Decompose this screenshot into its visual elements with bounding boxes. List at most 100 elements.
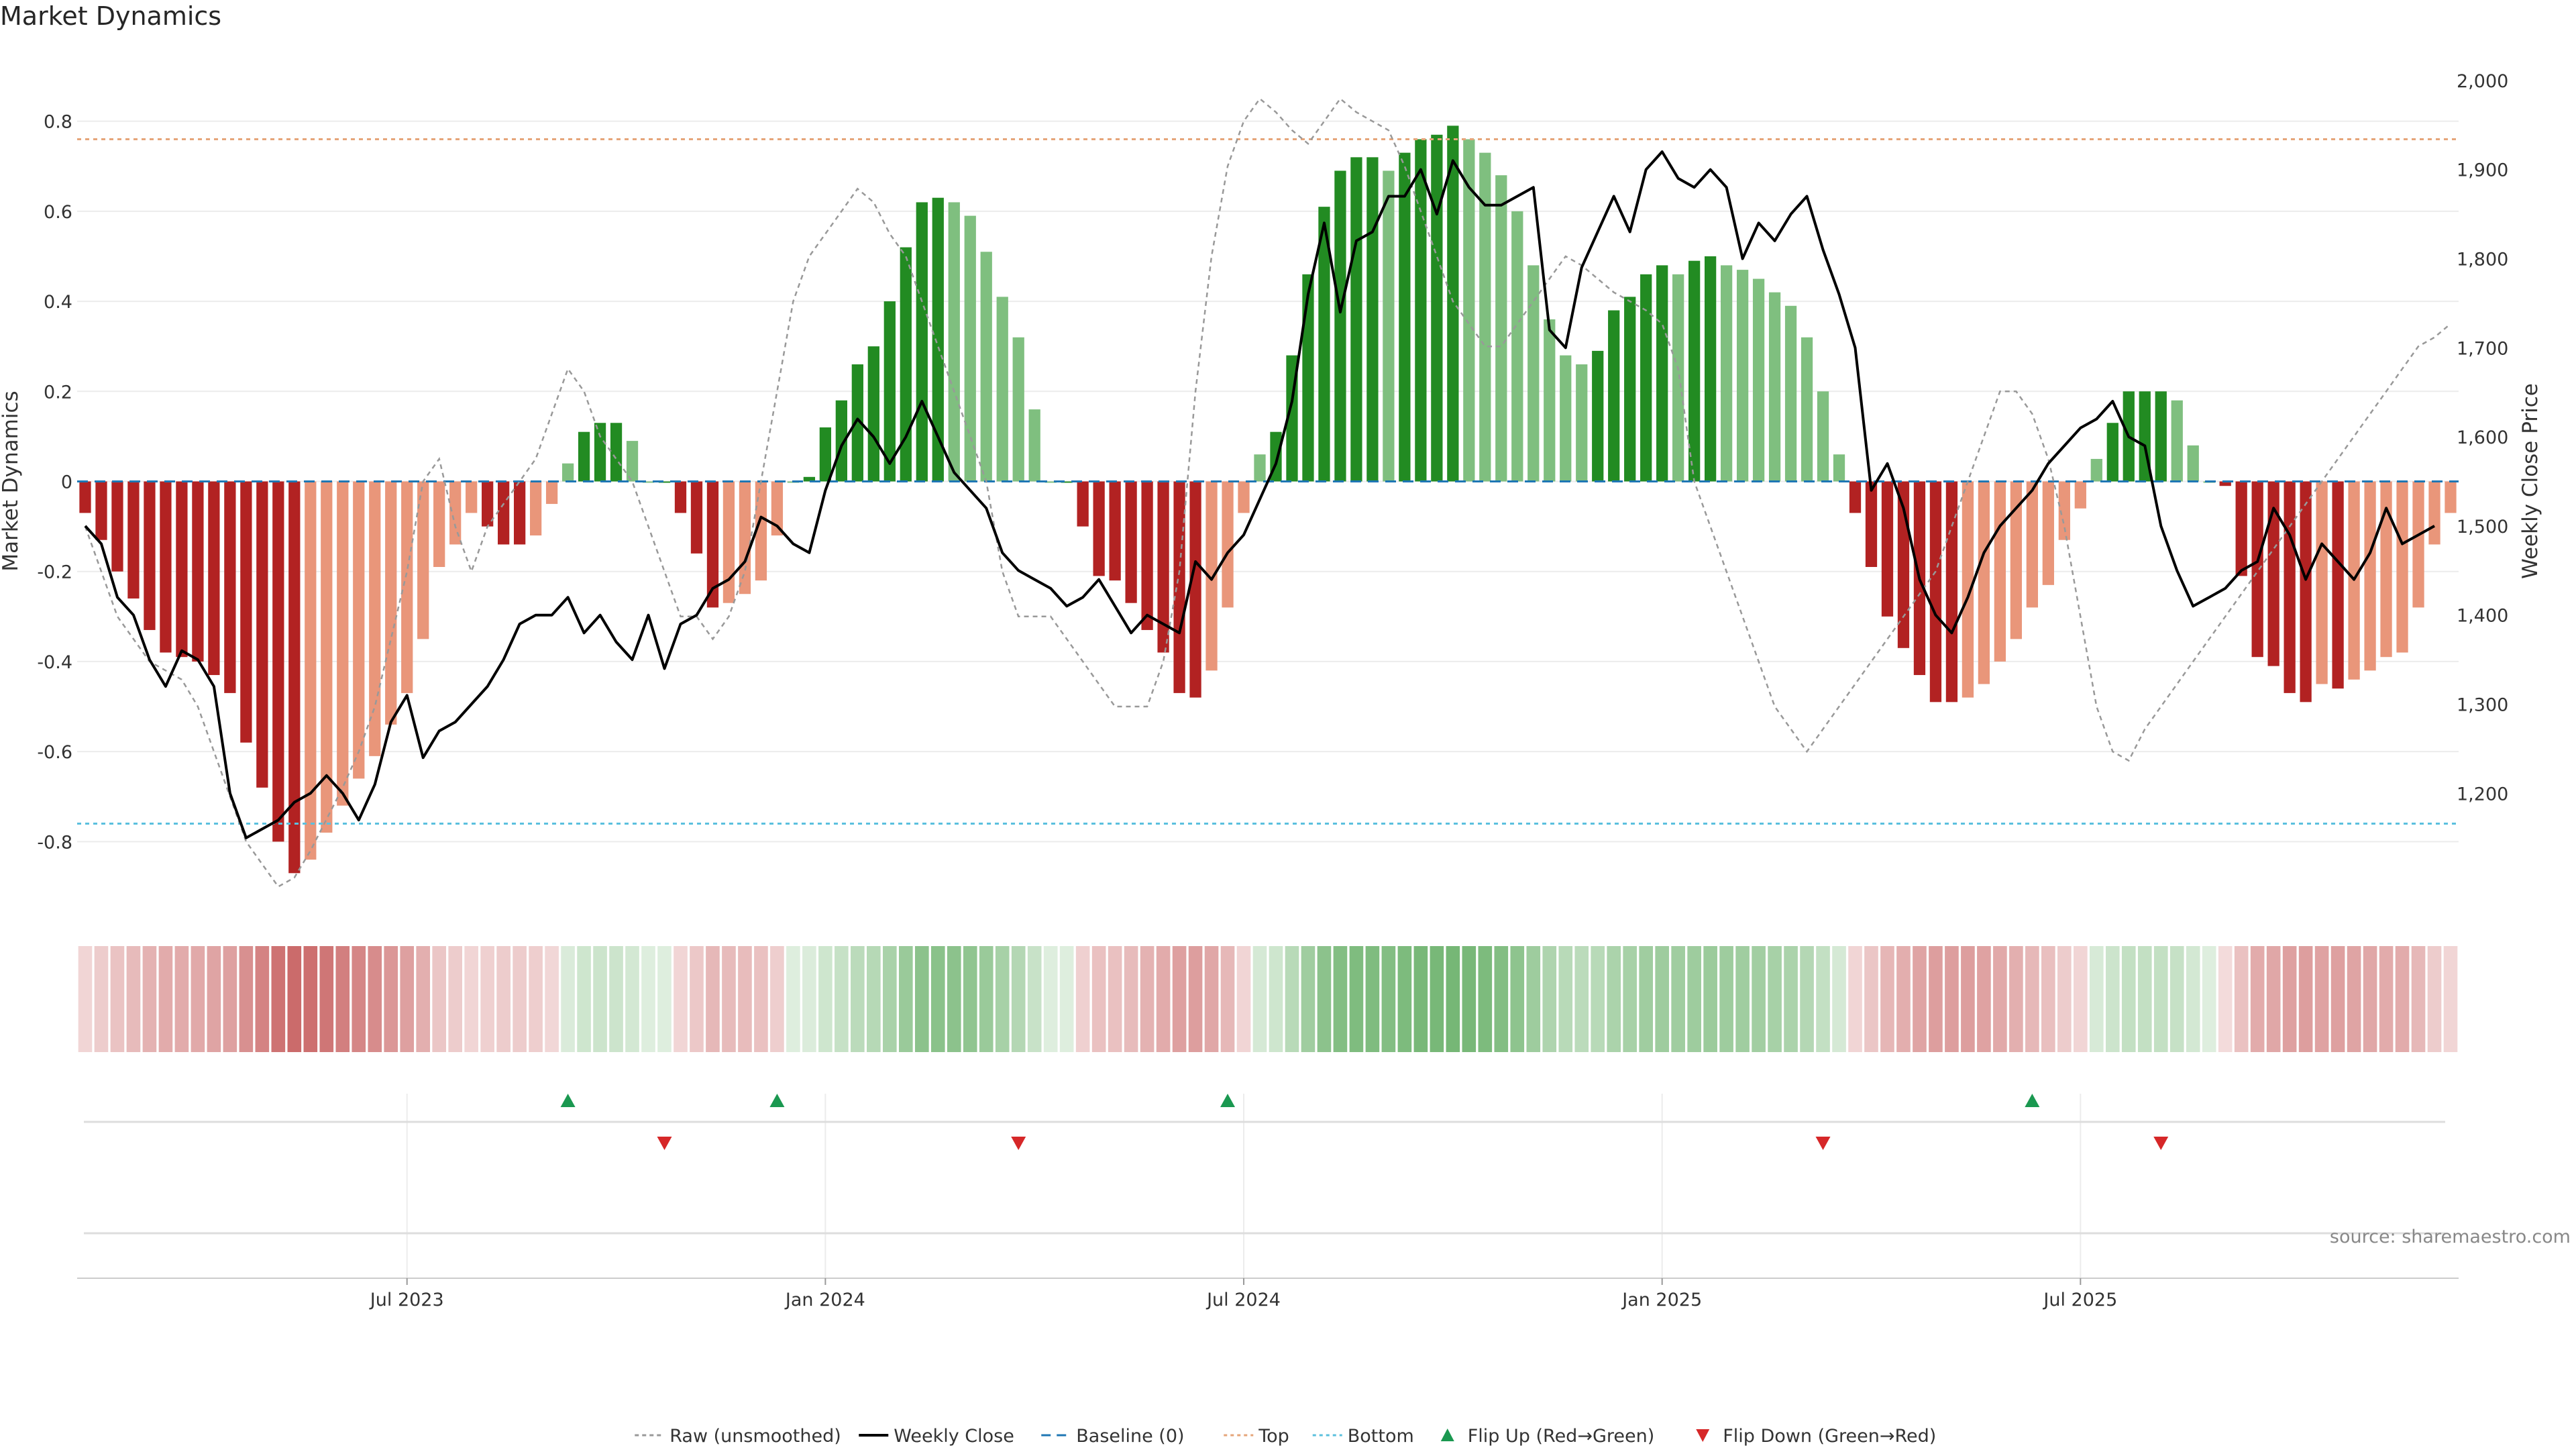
- bar: [79, 481, 91, 513]
- heat-strip-cell: [2427, 946, 2442, 1052]
- heat-strip-cell: [593, 946, 607, 1052]
- bar: [690, 481, 703, 554]
- heat-strip-cell: [963, 946, 977, 1052]
- bar: [2332, 481, 2344, 689]
- left-tick-label: -0.4: [37, 652, 72, 673]
- legend-symbol: [1440, 1429, 1454, 1441]
- heat-strip-cell: [2121, 946, 2136, 1052]
- bar: [240, 481, 252, 743]
- heat-strip-cell: [2202, 946, 2216, 1052]
- heat-strip-cell: [2266, 946, 2281, 1052]
- bar: [964, 215, 976, 482]
- bar: [578, 431, 590, 482]
- flip-up-marker: [769, 1094, 785, 1107]
- bar: [916, 202, 928, 482]
- heat-strip-cell: [1768, 946, 1782, 1052]
- heat-strip-cell: [2169, 946, 2184, 1052]
- bar: [1157, 481, 1169, 653]
- bar: [610, 423, 623, 482]
- heat-strip-cell: [2057, 946, 2072, 1052]
- bar: [594, 423, 606, 482]
- heat-strip-cell: [223, 946, 237, 1052]
- bar: [1688, 260, 1701, 482]
- heat-strip-cell: [786, 946, 800, 1052]
- bar: [2042, 481, 2054, 585]
- bar: [1994, 481, 2006, 662]
- x-tick-label: Jan 2025: [1621, 1290, 1702, 1310]
- bar: [1044, 481, 1057, 483]
- bar: [111, 481, 123, 572]
- heat-strip-cell: [1639, 946, 1653, 1052]
- heat-strip-cell: [1043, 946, 1058, 1052]
- bar: [498, 481, 510, 545]
- bar: [1447, 125, 1459, 482]
- heat-strip-cell: [1977, 946, 1991, 1052]
- heat-strip-cell: [2314, 946, 2329, 1052]
- bar: [1061, 481, 1073, 483]
- legend-label: Bottom: [1348, 1426, 1414, 1447]
- bar: [144, 481, 156, 630]
- bar: [2428, 481, 2440, 545]
- heat-strip-cell: [1172, 946, 1187, 1052]
- bar: [1125, 481, 1137, 603]
- bar: [1350, 157, 1362, 482]
- left-tick-label: 0.8: [44, 112, 72, 133]
- heat-strip-cell: [2009, 946, 2023, 1052]
- heat-strip-cell: [496, 946, 511, 1052]
- bar: [1656, 265, 1668, 482]
- flip-down-marker: [2153, 1137, 2169, 1150]
- bar: [1318, 207, 1330, 482]
- heat-strip-cell: [2234, 946, 2249, 1052]
- heat-strip-cell: [914, 946, 929, 1052]
- bar: [1801, 337, 1813, 482]
- x-tick-label: Jul 2025: [2042, 1290, 2117, 1310]
- bar: [642, 481, 655, 483]
- bar: [1784, 305, 1797, 482]
- left-tick-label: 0.4: [44, 292, 72, 313]
- heat-strip-cell: [400, 946, 415, 1052]
- legend-label: Top: [1258, 1426, 1289, 1447]
- heat-strip-cell: [78, 946, 93, 1052]
- left-tick-label: -0.2: [37, 562, 72, 583]
- heat-strip-cell: [1880, 946, 1894, 1052]
- right-tick-label: 1,200: [2457, 784, 2508, 805]
- heat-strip-cell: [207, 946, 221, 1052]
- heat-strip-cell: [303, 946, 318, 1052]
- bar: [2380, 481, 2392, 658]
- bar: [883, 301, 896, 482]
- bar: [755, 481, 767, 581]
- right-tick-label: 1,400: [2457, 606, 2508, 627]
- right-tick-label: 1,600: [2457, 427, 2508, 448]
- bar: [1768, 292, 1781, 482]
- heat-strip-cell: [480, 946, 494, 1052]
- bar: [2155, 391, 2167, 482]
- source-note: source: sharemaestro.com: [2330, 1227, 2571, 1247]
- bar: [658, 481, 671, 483]
- heat-strip-cell: [2411, 946, 2426, 1052]
- x-tick-label: Jul 2023: [369, 1290, 444, 1310]
- heat-strip-cell: [1929, 946, 1943, 1052]
- heat-strip-cell: [1156, 946, 1171, 1052]
- heat-strip-cell: [1607, 946, 1621, 1052]
- heat-strip-cell: [1719, 946, 1733, 1052]
- bar: [2284, 481, 2296, 693]
- bar: [2171, 400, 2183, 482]
- left-tick-label: -0.6: [37, 742, 72, 763]
- heat-strip-cell: [1317, 946, 1332, 1052]
- bar: [1495, 175, 1507, 482]
- heat-strip-cell: [883, 946, 897, 1052]
- heat-strip-cell: [641, 946, 655, 1052]
- heat-strip-cell: [1896, 946, 1911, 1052]
- heat-strip-cell: [625, 946, 639, 1052]
- legend-label: Weekly Close: [894, 1426, 1014, 1447]
- bar: [482, 481, 494, 527]
- heat-strip-cell: [2282, 946, 2297, 1052]
- heat-strip-cell: [1478, 946, 1493, 1052]
- bar: [2074, 481, 2086, 509]
- heat-strip-cell: [1236, 946, 1251, 1052]
- flip-down-marker: [657, 1137, 672, 1150]
- heat-strip-cell: [818, 946, 833, 1052]
- heat-strip-cell: [1365, 946, 1380, 1052]
- bar: [208, 481, 220, 676]
- heat-strip-cell: [561, 946, 575, 1052]
